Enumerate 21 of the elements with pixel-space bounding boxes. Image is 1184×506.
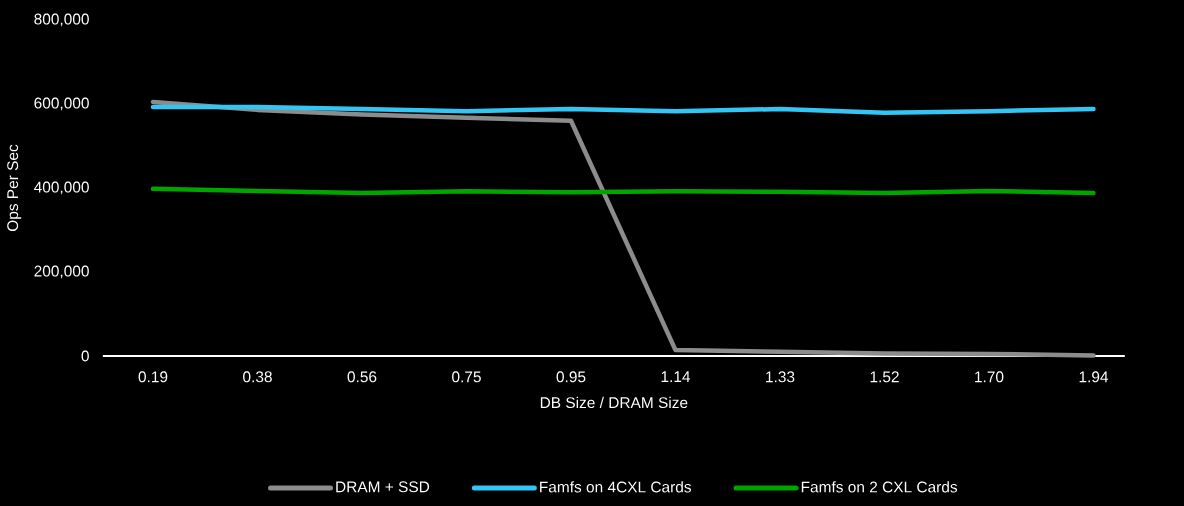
- x-tick-label: 0.75: [452, 371, 481, 383]
- x-tick-label: 0.19: [138, 371, 168, 383]
- legend-label: DRAM + SSD: [336, 481, 430, 493]
- line-series: [150, 99, 1096, 358]
- x-tick-label: 0.56: [347, 371, 377, 383]
- y-tick-label: 0: [81, 350, 89, 362]
- legend-label: Famfs on 4CXL Cards: [540, 481, 692, 493]
- y-tick-label: 600,000: [34, 97, 89, 111]
- x-tick-label: 1.33: [766, 371, 795, 383]
- x-tick-label: 1.94: [1079, 371, 1109, 383]
- legend-label: Famfs on 2 CXL Cards: [801, 481, 958, 493]
- x-tick-label: 1.52: [870, 371, 899, 383]
- x-tick-label: 0.95: [556, 371, 586, 383]
- y-tick-label: 800,000: [34, 13, 89, 27]
- y-tick-label: 200,000: [34, 265, 89, 279]
- x-axis-title: DB Size / DRAM Size: [540, 396, 688, 409]
- x-tick-label: 1.14: [661, 371, 691, 382]
- y-tick-label: 400,000: [34, 181, 89, 195]
- x-tick-label: 1.70: [975, 371, 1004, 383]
- y-axis-title: Ops Per Sec: [7, 144, 22, 232]
- x-tick-label: 0.38: [243, 371, 272, 383]
